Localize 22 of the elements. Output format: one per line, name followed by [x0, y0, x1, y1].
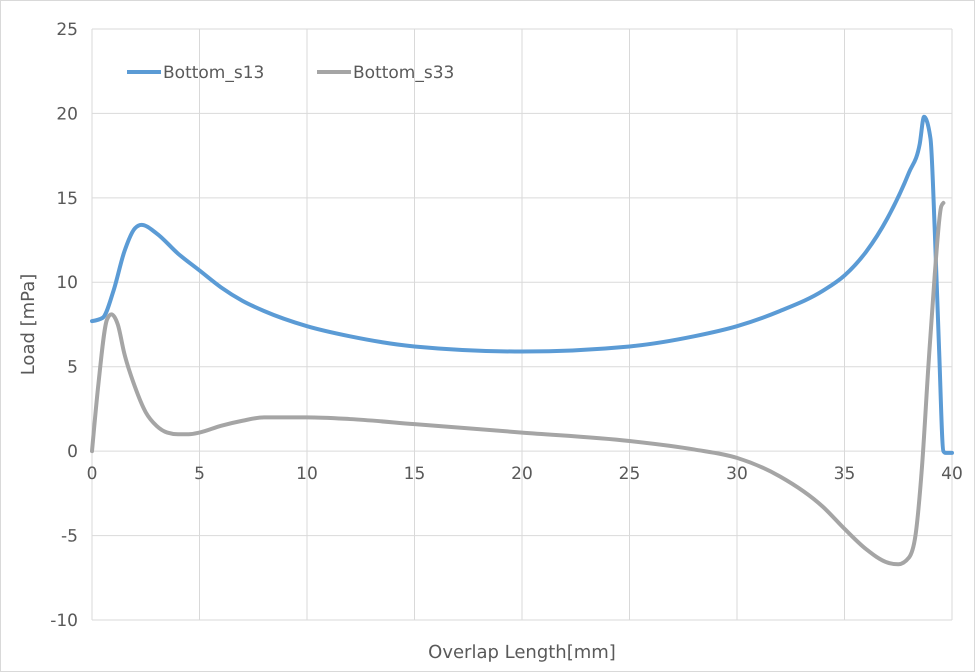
y-tick-label: 0 — [67, 442, 78, 462]
x-axis-title: Overlap Length[mm] — [428, 642, 616, 663]
y-tick-label: 5 — [67, 358, 78, 378]
legend-label: Bottom_s33 — [353, 62, 454, 83]
y-tick-label: -5 — [61, 526, 78, 547]
x-tick-label: 5 — [194, 464, 205, 484]
y-tick-label: 15 — [56, 188, 78, 209]
x-tick-label: 35 — [834, 464, 856, 484]
x-tick-label: 20 — [511, 464, 533, 484]
x-tick-label: 40 — [941, 464, 963, 484]
y-tick-label: 25 — [56, 20, 78, 40]
y-tick-label: 10 — [56, 273, 78, 294]
legend-label: Bottom_s13 — [163, 62, 264, 83]
x-tick-label: 25 — [618, 464, 640, 484]
y-tick-label: -10 — [50, 610, 78, 631]
x-tick-label: 15 — [404, 464, 426, 484]
x-tick-label: 30 — [726, 464, 748, 484]
y-axis-title: Load [mPa] — [18, 274, 39, 376]
x-tick-label: 10 — [296, 464, 318, 484]
y-tick-label: 20 — [56, 104, 78, 124]
line-series — [90, 114, 954, 455]
x-tick-label: 0 — [86, 464, 98, 484]
